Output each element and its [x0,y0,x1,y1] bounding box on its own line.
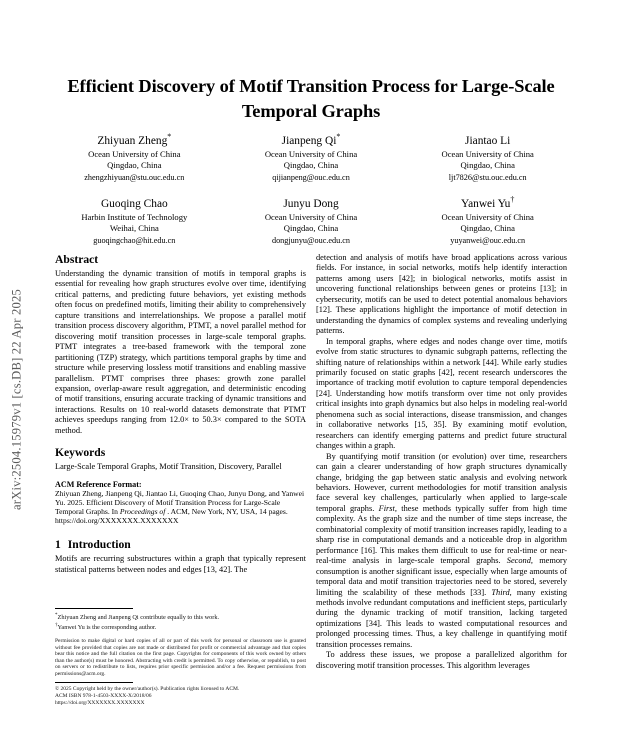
author-email[interactable]: guoqingchao@hit.edu.cn [93,235,176,245]
author-symbol: † [510,194,515,204]
copyright-block: Permission to make digital or hard copie… [55,638,306,707]
footnote-text: Yanwei Yu is the corresponding author. [57,623,157,631]
author-entry: Jiantao Li Ocean University of China Qin… [399,131,576,184]
copyright-line-1: © 2025 Copyright held by the owner/autho… [55,686,240,693]
intro-p3-d: , many existing methods involve redundan… [316,587,568,649]
author-affiliation: Ocean University of China [441,148,534,159]
author-affiliation: Harbin Institute of Technology [81,211,188,222]
author-city: Qingdao, China [460,223,515,234]
author-row: Guoqing Chao Harbin Institute of Technol… [46,194,576,247]
footnote-line-1: *Zhiyuan Zheng and Jianpeng Qi contribut… [55,612,306,622]
intro-p3-third: Third [491,587,510,597]
abstract-heading: Abstract [55,253,99,266]
author-entry: Guoqing Chao Harbin Institute of Technol… [46,194,223,247]
acm-reference-line2: . ACM, New York, NY, USA, 14 pages. [167,506,288,516]
author-block: Zhiyuan Zheng* Ocean University of China… [46,131,576,254]
left-column: Abstract Understanding the dynamic trans… [55,253,306,575]
intro-p3-second: Second [506,556,531,566]
intro-paragraph-4: To address these issues, we propose a pa… [316,650,567,670]
author-email[interactable]: dongjunyu@ouc.edu.cn [271,235,351,245]
author-affiliation: Ocean University of China [441,211,534,222]
footnote-line-2: †Yanwei Yu is the corresponding author. [55,622,306,632]
intro-p3-b: , these methods typically suffer from hi… [316,503,567,566]
section-title: Introduction [67,538,131,552]
author-city: Qingdao, China [107,160,162,171]
author-affiliation: Ocean University of China [264,211,358,222]
keywords-heading: Keywords [55,446,106,460]
author-name: Jiantao Li [465,134,511,147]
author-name: Zhiyuan Zheng* [97,132,172,147]
author-entry: Zhiyuan Zheng* Ocean University of China… [46,131,223,184]
author-name: Junyu Dong [283,197,339,210]
author-symbol: * [336,132,341,141]
intro-p3-first: First [378,503,395,513]
acm-reference-heading: ACM Reference Format: [55,479,142,489]
intro-paragraph-1-left: Motifs are recurring substructures withi… [55,554,306,574]
copyright-isbn: ACM ISBN 978-1-4503-XXXX-X/2018/06 [55,693,152,700]
author-name: Jianpeng Qi* [281,132,341,147]
keywords-text: Large-Scale Temporal Graphs, Motif Trans… [55,462,282,472]
footnote-text: Zhiyuan Zheng and Jianpeng Qi contribute… [57,614,220,622]
intro-paragraph-1-right: detection and analysis of motifs have br… [316,253,567,336]
author-city: Weihai, China [109,223,159,234]
author-entry: Jianpeng Qi* Ocean University of China Q… [223,131,400,184]
author-city: Qingdao, China [283,160,339,171]
abstract-text: Understanding the dynamic transition of … [55,269,306,435]
author-affiliation: Ocean University of China [88,148,181,159]
section-number: 1 [55,538,61,552]
intro-paragraph-2: In temporal graphs, where edges and node… [316,336,567,451]
author-symbol: * [167,132,172,141]
footnote-rule [55,608,133,609]
page-title: Efficient Discovery of Motif Transition … [67,76,555,121]
arxiv-stamp: arXiv:2504.15979v1 [cs.DB] 22 Apr 2025 [9,289,24,510]
copyright-rule [55,682,133,684]
acm-reference-venue: Proceedings of [119,506,168,516]
author-email[interactable]: ljt7826@stu.ouc.edu.cn [448,173,527,183]
section-heading-introduction: 1 Introduction [55,538,306,551]
acm-reference-format: ACM Reference Format: Zhiyuan Zheng, Jia… [55,480,306,525]
copyright-doi[interactable]: https://doi.org/XXXXXXX.XXXXXXX [55,700,145,707]
acm-reference-doi[interactable]: https://doi.org/XXXXXXX.XXXXXXX [55,516,179,526]
author-city: Qingdao, China [460,160,515,171]
intro-p3-c: , memory consumption is another signific… [316,556,568,597]
footnote-symbol: * [55,613,58,618]
author-email[interactable]: zhengzhiyuan@stu.ouc.edu.cn [84,173,185,183]
author-row: Zhiyuan Zheng* Ocean University of China… [46,131,576,184]
acm-reference-line1: Zhiyuan Zheng, Jianpeng Qi, Jiantao Li, … [55,488,305,516]
author-email[interactable]: yuyanwei@ouc.edu.cn [450,235,526,245]
intro-paragraph-3: By quantifying motif transition (or evol… [316,452,567,651]
footnote-block: *Zhiyuan Zheng and Jianpeng Qi contribut… [55,608,306,631]
footnote-symbol: † [55,622,58,628]
author-entry: Yanwei Yu† Ocean University of China Qin… [399,194,576,247]
author-entry: Junyu Dong Ocean University of China Qin… [223,194,400,247]
title-block: Efficient Discovery of Motif Transition … [46,74,576,124]
author-name: Yanwei Yu† [460,194,515,210]
author-email[interactable]: qijianpeng@ouc.edu.cn [272,173,350,183]
author-city: Qingdao, China [283,223,339,234]
permission-notice: Permission to make digital or hard copie… [55,638,306,677]
intro-p3-a: By quantifying motif transition (or evol… [316,451,567,513]
author-name: Guoqing Chao [100,197,168,210]
author-affiliation: Ocean University of China [264,148,358,159]
right-column: detection and analysis of motifs have br… [316,253,567,671]
